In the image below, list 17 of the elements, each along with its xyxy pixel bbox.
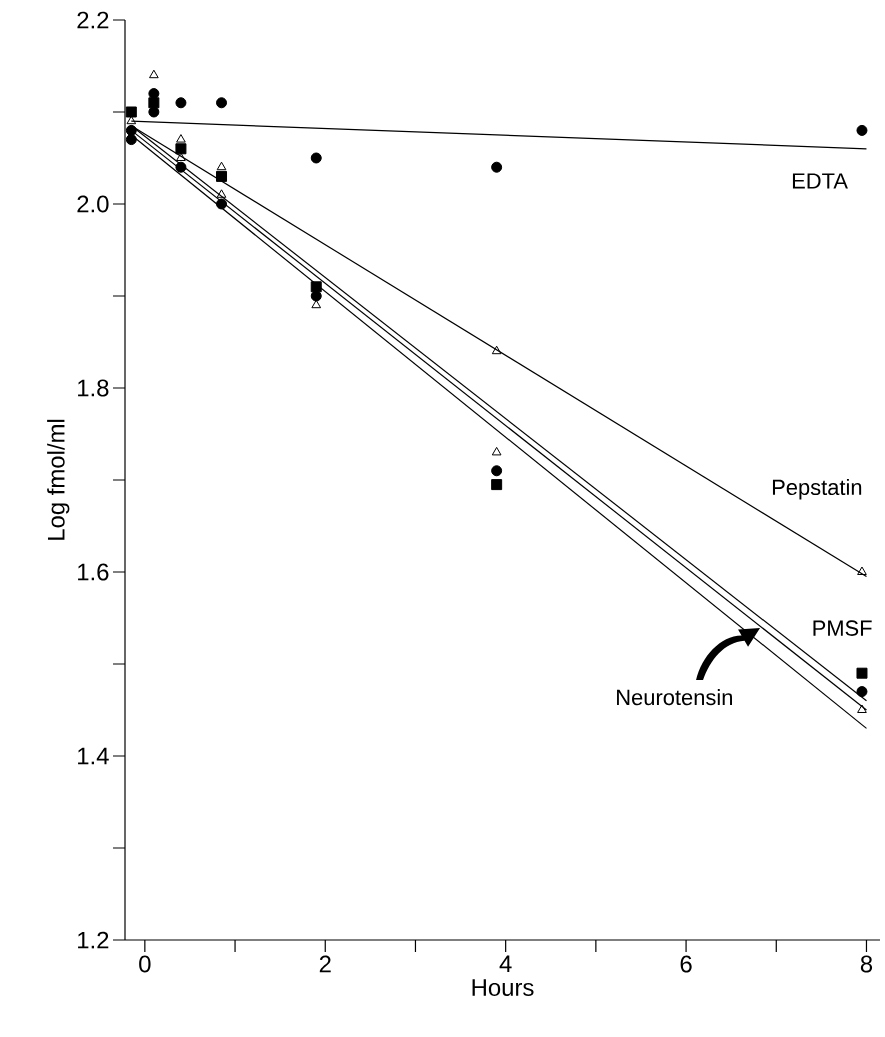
- x-tick-label: 8: [860, 955, 873, 973]
- x-tick-label: 6: [680, 955, 692, 973]
- text: 2.0: [77, 195, 109, 213]
- series-label: PMSF: [813, 620, 872, 636]
- x-tick-label: 4: [499, 955, 512, 972]
- y-tick-label: 1.4: [78, 747, 109, 765]
- x-axis-title: Hours: [472, 979, 534, 996]
- x-tick-label: 0: [139, 955, 151, 973]
- y-tick-label: 1.8: [78, 379, 109, 397]
- series-label: EDTA: [792, 173, 848, 189]
- x-tick-label: 2: [319, 955, 331, 973]
- y-tick-label: 1.6: [78, 563, 109, 581]
- y-tick-label: 1.2: [78, 931, 109, 949]
- y-axis-title: Log fmol/ml: [47, 419, 70, 540]
- series-label: Pepstatin: [772, 478, 862, 500]
- y-tick-label: 2.2: [77, 11, 109, 29]
- legend-label: Neurotensin: [617, 689, 732, 706]
